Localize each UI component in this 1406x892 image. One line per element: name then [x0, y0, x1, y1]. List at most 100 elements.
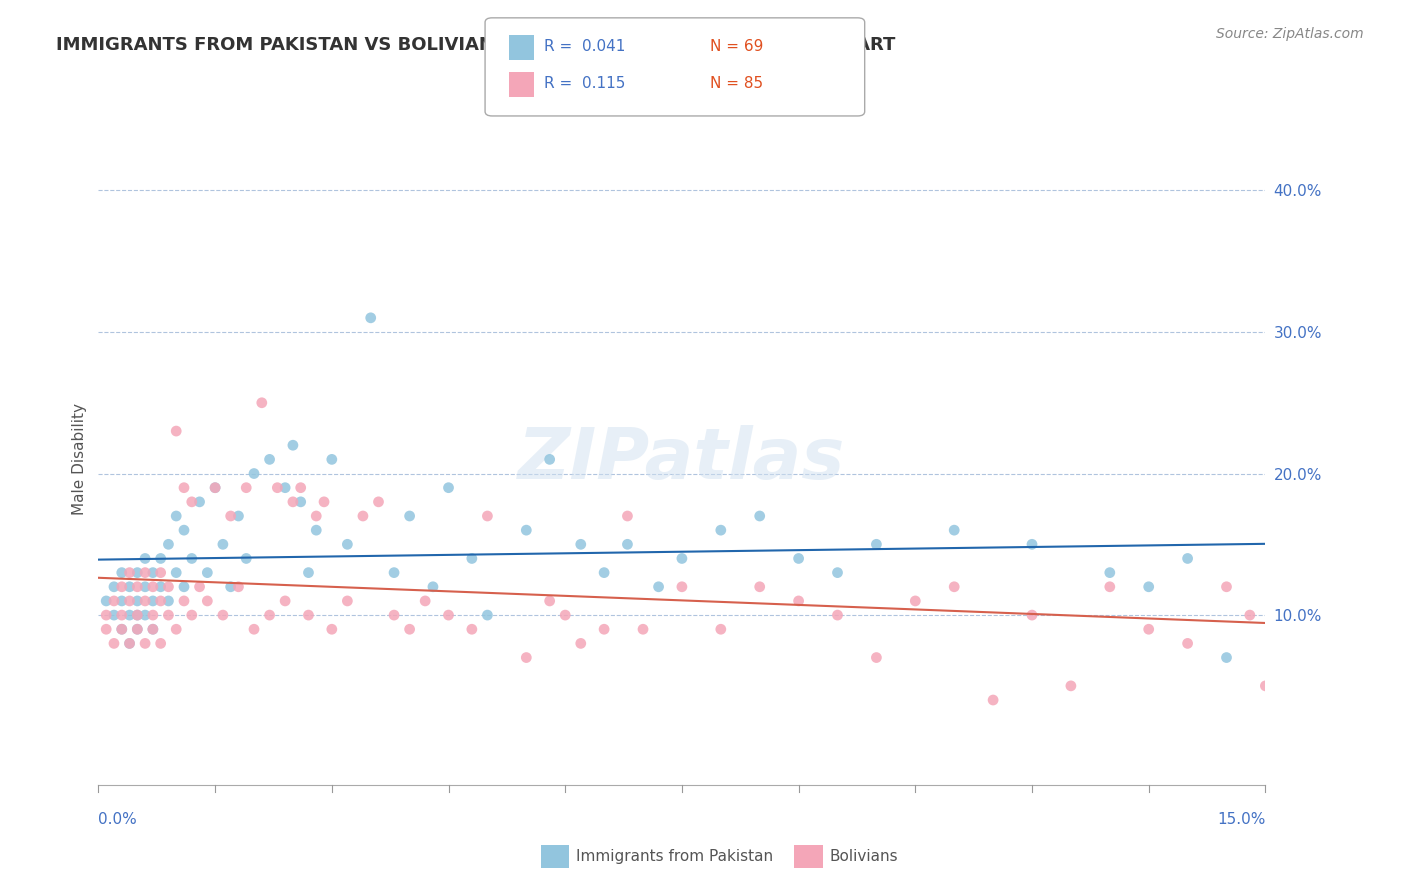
Point — [748, 508, 770, 523]
Point — [235, 481, 257, 495]
Point — [647, 580, 669, 594]
Point — [336, 537, 359, 551]
Point — [352, 508, 374, 523]
Point — [228, 580, 250, 594]
Point — [149, 580, 172, 594]
Point — [134, 551, 156, 566]
Point — [382, 608, 405, 623]
Point — [422, 580, 444, 594]
Point — [118, 594, 141, 608]
Point — [569, 636, 592, 650]
Point — [118, 580, 141, 594]
Text: ZIPatlas: ZIPatlas — [519, 425, 845, 494]
Point — [865, 650, 887, 665]
Text: 15.0%: 15.0% — [1218, 812, 1265, 827]
Point — [259, 452, 281, 467]
Point — [134, 580, 156, 594]
Point — [195, 594, 218, 608]
Point — [515, 650, 537, 665]
Point — [461, 622, 484, 636]
Point — [111, 608, 134, 623]
Point — [157, 594, 180, 608]
Point — [360, 310, 382, 325]
Point — [413, 594, 436, 608]
Point — [212, 537, 235, 551]
Point — [1285, 580, 1308, 594]
Point — [290, 481, 312, 495]
Text: Bolivians: Bolivians — [830, 849, 898, 863]
Point — [235, 551, 257, 566]
Point — [1098, 580, 1121, 594]
Point — [111, 594, 134, 608]
Text: 0.0%: 0.0% — [98, 812, 138, 827]
Point — [631, 622, 654, 636]
Point — [103, 608, 125, 623]
Text: R =  0.041: R = 0.041 — [544, 39, 626, 54]
Point — [1239, 608, 1261, 623]
Point — [1137, 580, 1160, 594]
Point — [149, 636, 172, 650]
Point — [274, 481, 297, 495]
Point — [111, 580, 134, 594]
Point — [228, 508, 250, 523]
Point — [118, 566, 141, 580]
Point — [367, 495, 389, 509]
Point — [787, 551, 810, 566]
Point — [748, 580, 770, 594]
Point — [593, 622, 616, 636]
Point — [157, 537, 180, 551]
Y-axis label: Male Disability: Male Disability — [72, 403, 87, 516]
Point — [1215, 650, 1237, 665]
Point — [827, 608, 849, 623]
Point — [127, 622, 149, 636]
Point — [142, 622, 165, 636]
Point — [266, 481, 288, 495]
Point — [305, 523, 328, 537]
Point — [321, 452, 343, 467]
Point — [787, 594, 810, 608]
Point — [305, 508, 328, 523]
Point — [461, 551, 484, 566]
Point — [865, 537, 887, 551]
Point — [180, 551, 202, 566]
Point — [943, 523, 966, 537]
Point — [142, 622, 165, 636]
Point — [243, 467, 266, 481]
Point — [437, 608, 460, 623]
Point — [96, 594, 118, 608]
Point — [165, 566, 187, 580]
Text: IMMIGRANTS FROM PAKISTAN VS BOLIVIAN MALE DISABILITY CORRELATION CHART: IMMIGRANTS FROM PAKISTAN VS BOLIVIAN MAL… — [56, 36, 896, 54]
Point — [281, 438, 304, 452]
Point — [312, 495, 335, 509]
Point — [165, 508, 187, 523]
Point — [1060, 679, 1083, 693]
Text: Source: ZipAtlas.com: Source: ZipAtlas.com — [1216, 27, 1364, 41]
Point — [149, 594, 172, 608]
Point — [165, 424, 187, 438]
Point — [103, 594, 125, 608]
Point — [219, 508, 242, 523]
Point — [173, 580, 195, 594]
Point — [538, 452, 561, 467]
Point — [188, 580, 211, 594]
Point — [616, 537, 638, 551]
Point — [157, 580, 180, 594]
Point — [710, 523, 733, 537]
Point — [134, 566, 156, 580]
Text: N = 85: N = 85 — [710, 77, 763, 91]
Point — [593, 566, 616, 580]
Point — [827, 566, 849, 580]
Point — [118, 608, 141, 623]
Point — [904, 594, 927, 608]
Text: N = 69: N = 69 — [710, 39, 763, 54]
Point — [134, 636, 156, 650]
Point — [1177, 551, 1199, 566]
Point — [173, 481, 195, 495]
Point — [134, 608, 156, 623]
Text: R =  0.115: R = 0.115 — [544, 77, 626, 91]
Point — [321, 622, 343, 636]
Point — [103, 580, 125, 594]
Point — [142, 580, 165, 594]
Point — [195, 566, 218, 580]
Point — [1270, 594, 1292, 608]
